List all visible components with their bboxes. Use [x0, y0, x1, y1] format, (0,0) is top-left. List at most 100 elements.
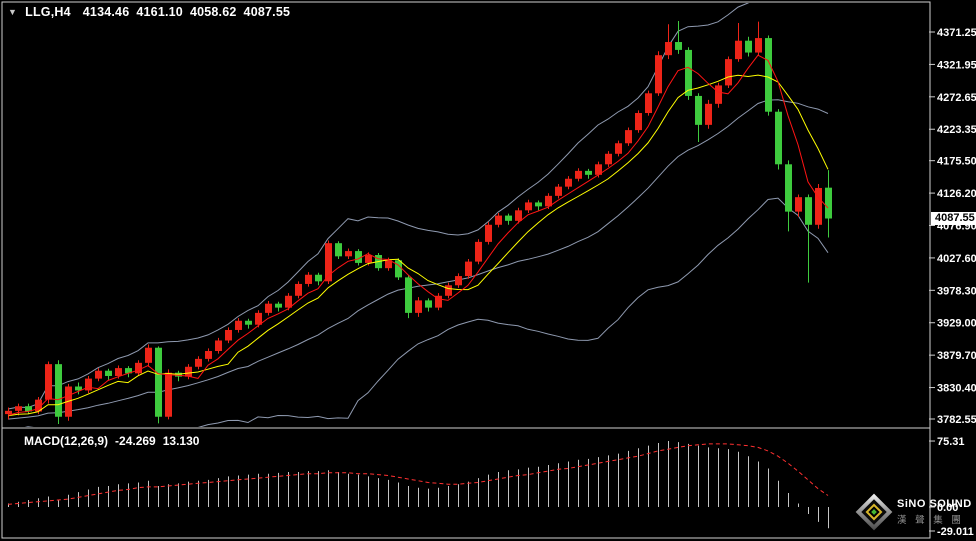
candle-body — [25, 406, 32, 412]
price-axis[interactable]: 4371.25 4321.95 4272.65 4223.35 4175.50 4126.… — [929, 27, 976, 538]
candle-body — [565, 178, 572, 187]
candle-body — [55, 364, 62, 417]
main-chart-area[interactable] — [5, 0, 832, 443]
logo-brand-text: SiNO SOUND — [897, 498, 972, 510]
candle-body — [385, 260, 392, 269]
price-tick-label[interactable]: 4272.65 — [937, 92, 976, 104]
candle-body — [335, 243, 342, 257]
macd-tick-label[interactable]: -29.011 — [937, 526, 974, 538]
candle-body — [685, 49, 692, 96]
ohlc-low: 4058.62 — [189, 5, 237, 19]
candle-body — [665, 42, 672, 56]
candle-body — [235, 320, 242, 330]
candle-body — [35, 399, 42, 412]
candle-body — [655, 55, 662, 94]
price-tick-label[interactable]: 4175.50 — [937, 156, 976, 168]
chevron-down-icon[interactable]: ▼ — [8, 7, 18, 17]
candle-body — [505, 215, 512, 221]
price-tick-label[interactable]: 3782.55 — [937, 414, 976, 426]
candle-body — [405, 277, 412, 313]
fast-ma-line — [7, 54, 829, 416]
price-tick-label[interactable]: 3978.30 — [937, 285, 976, 297]
candle-body — [395, 260, 402, 278]
candle-body — [535, 202, 542, 207]
price-tick-label[interactable]: 4223.35 — [937, 124, 976, 136]
slow-ma-line — [7, 74, 829, 417]
candle-body — [105, 370, 112, 376]
candle-body — [825, 187, 832, 219]
candle-body — [255, 312, 262, 325]
candle-body — [585, 170, 592, 175]
candle-body — [435, 295, 442, 308]
candle-body — [15, 406, 22, 411]
candle-body — [85, 378, 92, 391]
candle-body — [795, 197, 802, 212]
candle-body — [605, 153, 612, 165]
price-tick-label[interactable]: 4126.20 — [937, 188, 976, 200]
candle-body — [575, 170, 582, 179]
candle-body — [165, 372, 172, 417]
price-tick-label[interactable]: 3929.00 — [937, 318, 976, 330]
macd-name: MACD(12,26,9) — [24, 434, 109, 448]
candle-body — [765, 38, 772, 112]
bollinger-upper-line — [7, 3, 750, 410]
candle-body — [805, 197, 812, 225]
ohlc-open: 4134.46 — [82, 5, 130, 19]
candle-body — [755, 38, 762, 53]
macd-signal-value: 13.130 — [162, 434, 200, 448]
candle-body — [225, 329, 232, 341]
candle-body — [475, 241, 482, 262]
symbol-info-bar: ▼ LLG,H4 4134.46 4161.10 4058.62 4087.55 — [8, 5, 297, 19]
candle-body — [315, 274, 322, 282]
candle-body — [95, 370, 102, 379]
candle-body — [615, 143, 622, 154]
candle-body — [645, 93, 652, 114]
candle-body — [515, 210, 522, 221]
price-tick-label[interactable]: 4027.60 — [937, 253, 976, 265]
candle-body — [675, 42, 682, 50]
candle-body — [155, 347, 162, 417]
macd-main-value: -24.269 — [115, 434, 156, 448]
candle-body — [635, 113, 642, 131]
candle-body — [415, 300, 422, 313]
candle-body — [455, 276, 462, 286]
candle-body — [275, 303, 282, 308]
macd-signal-line — [7, 443, 829, 505]
price-tick-label[interactable]: 3830.40 — [937, 383, 976, 395]
candles-group — [5, 20, 832, 424]
candle-body — [345, 251, 352, 257]
macd-tick-label[interactable]: 0.00 — [937, 502, 958, 514]
candle-body — [205, 351, 212, 359]
candle-body — [775, 111, 782, 165]
candle-body — [145, 347, 152, 363]
price-tick-label[interactable]: 3879.70 — [937, 350, 976, 362]
macd-indicator-label: MACD(12,26,9) -24.269 13.130 — [24, 434, 199, 448]
candle-body — [465, 261, 472, 277]
candle-body — [545, 195, 552, 207]
candle-body — [785, 164, 792, 212]
candle-body — [745, 40, 752, 53]
broker-logo: SiNO SOUND 漢 聲 集 團 — [855, 493, 972, 531]
price-tick-label[interactable]: 4371.25 — [937, 27, 976, 39]
current-price-badge: 4087.55 — [931, 212, 976, 225]
macd-tick-label[interactable]: 75.31 — [937, 436, 965, 448]
candle-body — [595, 164, 602, 175]
candle-body — [715, 85, 722, 104]
ohlc-close: 4087.55 — [243, 5, 291, 19]
candle-body — [305, 274, 312, 284]
candle-body — [725, 59, 732, 86]
price-tick-label[interactable]: 4321.95 — [937, 59, 976, 71]
candle-body — [125, 368, 132, 374]
candle-body — [115, 368, 122, 376]
candle-body — [75, 386, 82, 391]
candle-body — [245, 320, 252, 325]
candle-body — [625, 130, 632, 144]
candle-body — [355, 251, 362, 263]
macd-panel-area[interactable] — [7, 441, 829, 529]
candle-body — [195, 358, 202, 367]
candle-body — [135, 362, 142, 374]
bollinger-middle-line — [7, 99, 829, 420]
chart-frame — [1, 1, 931, 539]
